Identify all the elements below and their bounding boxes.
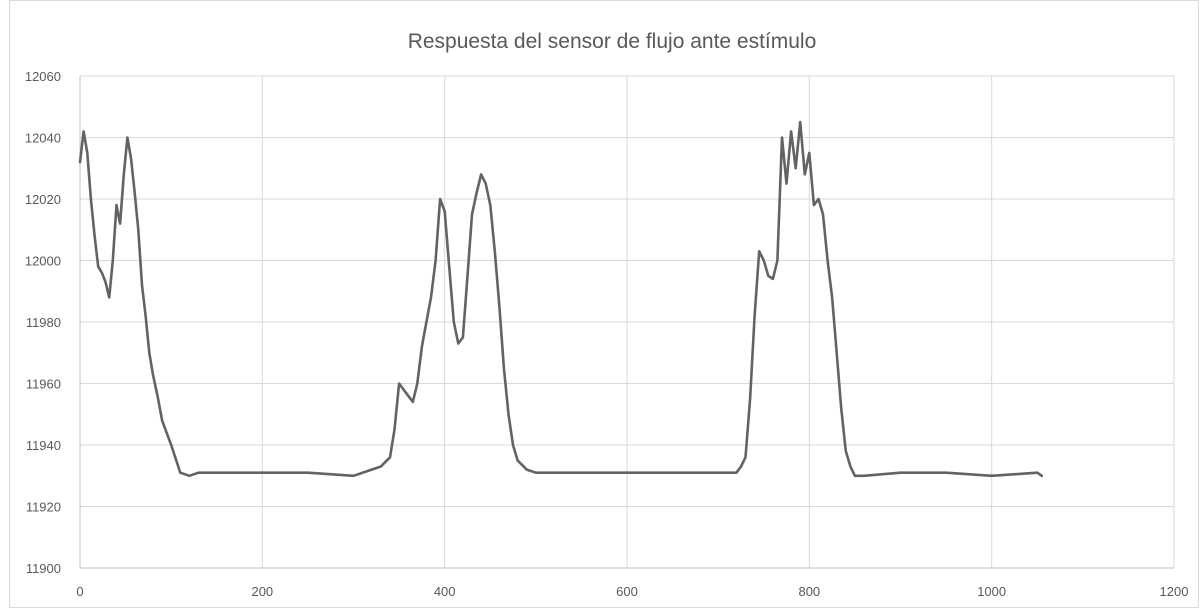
x-tick-label: 800 [798,584,820,599]
grid [80,75,1175,568]
chart-title: Respuesta del sensor de flujo ante estím… [408,30,817,53]
x-axis: 0 200 400 600 800 1000 1200 [76,567,1189,599]
x-tick-label: 1200 [1160,584,1189,599]
y-tick-label: 12000 [25,254,61,269]
series-line-0 [78,120,1044,478]
series-group [78,120,1044,478]
x-tick-label: 600 [616,584,638,599]
y-tick-label: 11960 [26,377,61,392]
y-tick-label: 12060 [25,69,61,84]
x-tick-label: 200 [251,584,273,599]
y-tick-label: 11920 [26,500,61,515]
y-tick-label: 12020 [25,192,61,207]
y-tick-label: 11900 [26,561,61,576]
chart-frame [9,0,1199,608]
y-tick-label: 11980 [26,315,61,330]
x-tick-label: 400 [434,584,456,599]
y-tick-label: 11940 [26,438,61,453]
x-tick-label: 1000 [977,584,1006,599]
y-tick-label: 12040 [25,131,61,146]
x-tick-label: 0 [76,584,83,599]
y-axis: 11900 11920 11940 11960 11980 12000 12020 12040… [25,69,81,576]
